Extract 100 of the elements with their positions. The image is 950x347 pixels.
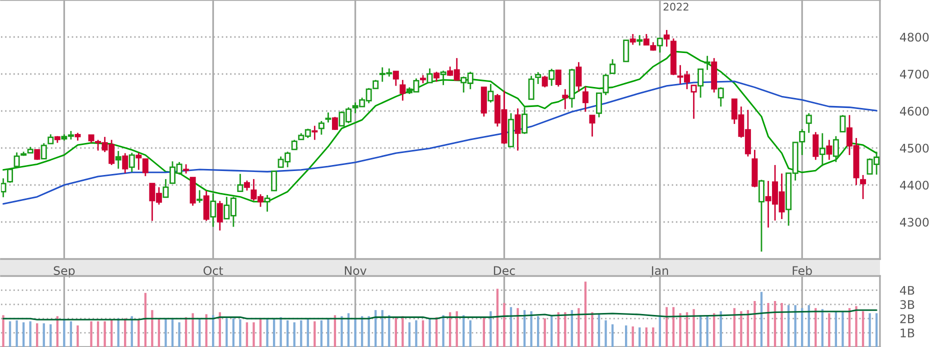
candlestick — [203, 190, 210, 222]
bar — [63, 318, 66, 347]
bar — [300, 320, 302, 347]
bar — [456, 311, 458, 347]
candlestick — [34, 149, 40, 161]
candlestick — [806, 112, 812, 134]
y-tick-label: 4600 — [900, 106, 929, 116]
candlestick — [582, 86, 588, 112]
bar — [314, 321, 316, 347]
bar — [42, 323, 45, 347]
bar — [645, 327, 648, 347]
bar — [550, 316, 553, 347]
bar — [226, 318, 228, 347]
bar — [469, 320, 472, 347]
candlestick — [216, 200, 223, 232]
candlestick — [548, 68, 555, 87]
candlestick — [162, 178, 169, 198]
candlestick — [434, 71, 440, 82]
annotation: 2022 — [664, 2, 688, 11]
bar — [611, 324, 614, 347]
candlestick — [244, 180, 250, 192]
bar — [516, 308, 519, 347]
bar — [402, 316, 404, 347]
bar — [740, 311, 742, 347]
y-tick-label: 2B — [900, 314, 914, 324]
candlestick — [555, 69, 562, 88]
x-tick-label: Oct — [204, 266, 224, 276]
bar — [490, 311, 492, 347]
candlestick — [440, 70, 446, 86]
x-tick-label: Jan — [650, 266, 668, 278]
y-tick-label: 3B — [900, 300, 914, 310]
candlestick — [122, 152, 128, 174]
bar — [828, 313, 830, 347]
candlestick — [400, 79, 406, 102]
bar — [578, 308, 580, 347]
bar — [666, 307, 668, 347]
bar — [394, 317, 397, 347]
candlestick — [392, 70, 399, 87]
candlestick — [664, 29, 670, 48]
candlestick — [40, 142, 47, 160]
bar — [598, 314, 600, 347]
y-tick-label: 4700 — [900, 70, 929, 79]
bar — [415, 320, 418, 347]
bar — [192, 313, 194, 347]
y-tick-label: 4800 — [900, 32, 929, 42]
bar — [760, 292, 763, 347]
bar — [76, 325, 79, 347]
line-series — [2, 80, 878, 205]
candlestick — [291, 139, 298, 150]
bar — [178, 322, 180, 347]
bar — [104, 321, 106, 347]
candlestick — [535, 71, 542, 85]
bar — [266, 318, 268, 347]
candlestick — [840, 114, 846, 132]
bar — [2, 315, 4, 347]
candlestick — [488, 83, 494, 104]
bar — [604, 320, 607, 347]
candlestick — [128, 152, 135, 173]
bar — [428, 318, 431, 347]
candlestick — [48, 134, 54, 144]
candlestick — [528, 75, 534, 100]
line-series — [2, 309, 878, 320]
bar — [36, 323, 38, 347]
bar — [780, 302, 783, 347]
bar — [503, 302, 506, 347]
candlestick — [656, 37, 663, 54]
x-tick-label: Sep — [54, 266, 75, 278]
candlestick — [576, 61, 582, 92]
bar — [868, 313, 871, 347]
bar — [368, 316, 370, 347]
bar — [842, 311, 844, 347]
bar — [591, 312, 594, 347]
bar — [8, 321, 12, 347]
bar — [144, 292, 146, 347]
candlestick — [332, 116, 338, 131]
bar — [706, 315, 708, 347]
bar — [70, 321, 72, 347]
candlestick — [623, 40, 630, 62]
bar — [875, 313, 878, 347]
candlestick — [136, 152, 142, 171]
bar — [327, 318, 330, 347]
bar — [862, 311, 864, 347]
candlestick — [196, 189, 203, 204]
bar — [632, 326, 634, 347]
x-tick-label: Feb — [792, 266, 812, 276]
candlestick — [514, 108, 521, 152]
y-tick-label: 1B — [900, 328, 914, 338]
candlestick — [237, 173, 244, 192]
bar — [22, 322, 25, 347]
bar — [754, 300, 756, 347]
candlestick — [14, 152, 20, 168]
candlestick — [826, 139, 832, 161]
candlestick — [542, 75, 548, 88]
candlestick — [522, 106, 528, 135]
bar — [138, 320, 140, 347]
y-tick-label: 4400 — [900, 180, 929, 190]
bar — [252, 322, 255, 347]
candlestick — [832, 135, 839, 163]
bar — [408, 322, 411, 347]
candlestick — [142, 158, 148, 177]
